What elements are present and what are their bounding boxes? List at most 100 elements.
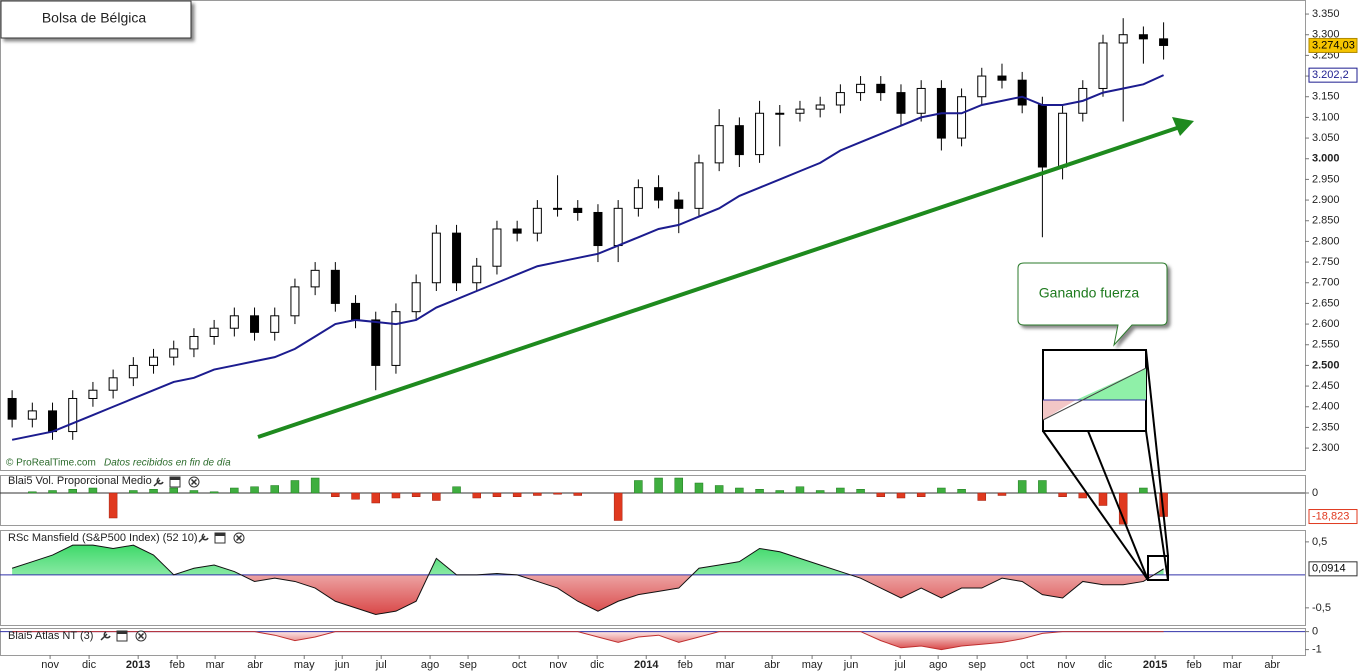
zoom-line-trace (1042, 367, 1147, 421)
candle-body (88, 389, 98, 399)
x-tick-label: ago (421, 659, 439, 671)
bar (755, 489, 764, 494)
indicator-line (12, 631, 1164, 651)
volume-panel (0, 475, 1306, 526)
candle-body (876, 83, 886, 94)
x-tick-label: dic (82, 659, 97, 671)
y-tick-label: 0 (1312, 626, 1318, 638)
bar (795, 486, 805, 494)
candle-body (48, 410, 58, 433)
candle-body (633, 187, 643, 209)
candle-body (815, 104, 825, 110)
candle-body (391, 311, 401, 366)
candle-body (553, 207, 563, 210)
speech-bubble (1017, 262, 1168, 347)
x-tick-label: ago (929, 659, 947, 671)
zoom-line (1087, 430, 1149, 581)
bar (937, 487, 946, 494)
bar (916, 492, 926, 497)
y-tick-label: 0,5 (1312, 536, 1327, 548)
y-tick-label: 2.400 (1312, 401, 1340, 413)
trend-arrow (257, 125, 1181, 439)
x-tick-label: dic (590, 659, 605, 671)
x-tick-label: 2013 (126, 659, 150, 671)
candle-body (613, 207, 623, 247)
title-box (0, 0, 192, 39)
y-tick-label: 2.500 (1312, 359, 1340, 371)
candle-body (229, 315, 239, 329)
value-label: -18,823 (1312, 510, 1349, 522)
x-tick-label: jun (334, 659, 350, 671)
y-tick-label: 0 (1312, 487, 1318, 499)
y-tick-label: 3.000 (1312, 153, 1340, 165)
x-tick-label: nov (41, 659, 59, 671)
bar (189, 490, 199, 494)
y-tick-label: 2.450 (1312, 380, 1340, 392)
x-tick-label: oct (512, 659, 527, 671)
area-negative (241, 574, 1154, 615)
bar (977, 492, 987, 501)
y-tick-label: 2.350 (1312, 421, 1340, 433)
bar (836, 487, 845, 494)
bar (209, 491, 219, 494)
candle-body (108, 377, 118, 391)
bar (250, 486, 259, 494)
bar (694, 482, 704, 494)
area-negative (12, 631, 1164, 650)
bar (28, 491, 37, 494)
candle-body (916, 87, 926, 114)
candle-body (290, 286, 300, 317)
y-tick-label: -0,5 (1312, 602, 1331, 614)
bar (351, 492, 360, 500)
x-tick-label: mar (1223, 659, 1242, 671)
bar (775, 490, 785, 494)
y-tick-label: 3.100 (1312, 111, 1340, 123)
x-tick-label: jul (375, 659, 387, 671)
bar (169, 487, 178, 494)
bar (411, 492, 421, 497)
x-tick-label: jun (843, 659, 859, 671)
bar (533, 492, 542, 496)
x-tick-label: jul (894, 659, 906, 671)
bar (1139, 487, 1148, 494)
bar (997, 492, 1007, 496)
bar (432, 492, 441, 501)
candle-body (856, 83, 866, 94)
y-tick-label: 3.350 (1312, 8, 1340, 20)
bar (674, 477, 684, 494)
bar (472, 492, 481, 499)
y-tick-label: 2.550 (1312, 339, 1340, 351)
candle-body (795, 108, 805, 114)
candle-body (532, 207, 542, 234)
y-tick-label: -1 (1312, 644, 1322, 656)
x-tick-label: mar (716, 659, 735, 671)
bar (876, 492, 886, 497)
candle-body (734, 125, 744, 156)
bar (856, 489, 865, 494)
x-tick-label: may (802, 659, 823, 671)
x-tick-label: abr (764, 659, 780, 671)
candle-body (593, 211, 603, 247)
zoom-neg (1043, 400, 1076, 420)
candle-body (452, 232, 462, 284)
bar (371, 492, 380, 504)
candle-body (411, 282, 421, 313)
bar (634, 480, 643, 494)
value-label-box (1308, 561, 1358, 577)
candle-body (250, 315, 260, 333)
y-tick-label: 2.650 (1312, 297, 1340, 309)
candle-body (1037, 104, 1047, 168)
x-tick-label: nov (1057, 659, 1075, 671)
zoom-line (1042, 430, 1149, 581)
annotation: Ganando fuerza (1039, 285, 1140, 301)
indicator-icons (198, 532, 245, 544)
candle-body (835, 92, 845, 106)
bar (230, 487, 239, 494)
x-tick-label: feb (1186, 659, 1201, 671)
y-tick-label: 2.950 (1312, 173, 1340, 185)
candle-body (330, 269, 340, 304)
candle-body (674, 199, 684, 209)
bar (1038, 480, 1047, 494)
candle-body (371, 319, 381, 366)
